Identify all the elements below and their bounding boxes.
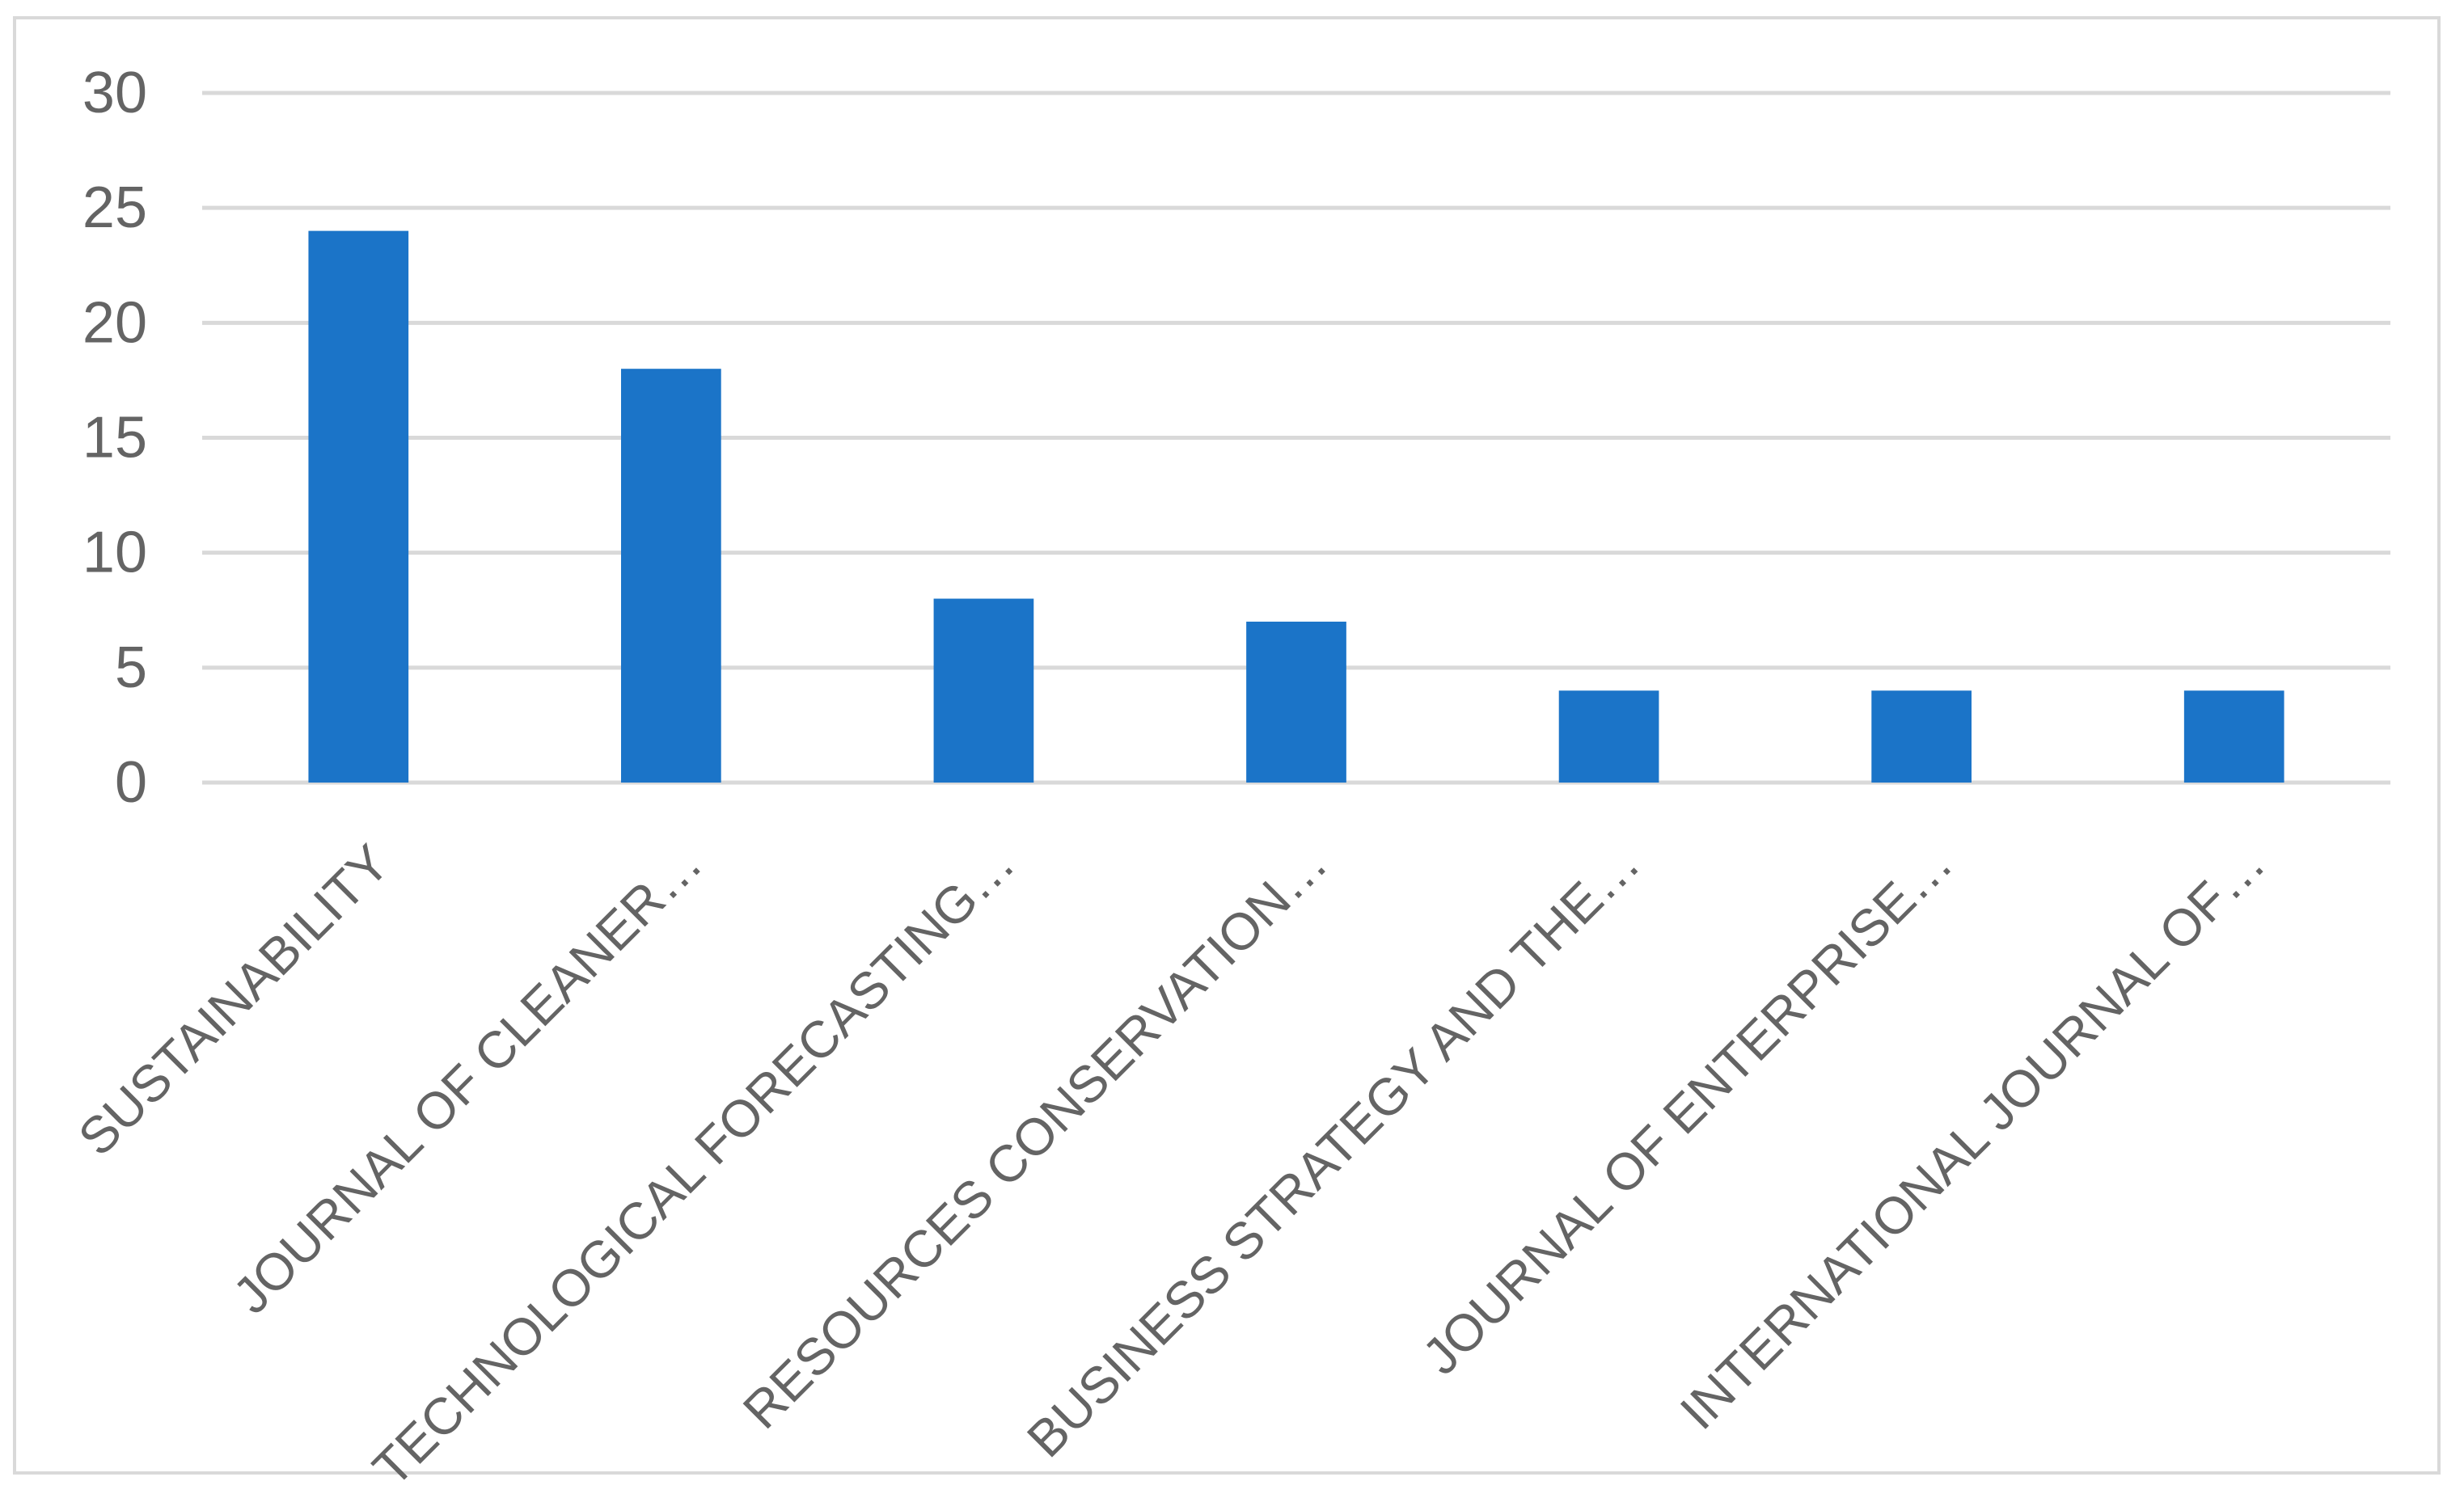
bar [933, 598, 1034, 783]
y-tick-label: 15 [82, 406, 147, 470]
chart-border [13, 16, 2441, 1475]
bar [1558, 690, 1659, 783]
y-tick-label: 30 [82, 61, 147, 125]
bar [2183, 690, 2284, 783]
bar [1246, 621, 1346, 783]
y-tick-label: 20 [82, 290, 147, 355]
bar [1871, 690, 1972, 783]
y-tick-label: 0 [115, 750, 147, 815]
y-tick-label: 25 [82, 175, 147, 240]
y-tick-label: 5 [115, 635, 147, 700]
bar [621, 369, 721, 783]
bar [308, 230, 409, 783]
y-tick-label: 10 [82, 521, 147, 585]
